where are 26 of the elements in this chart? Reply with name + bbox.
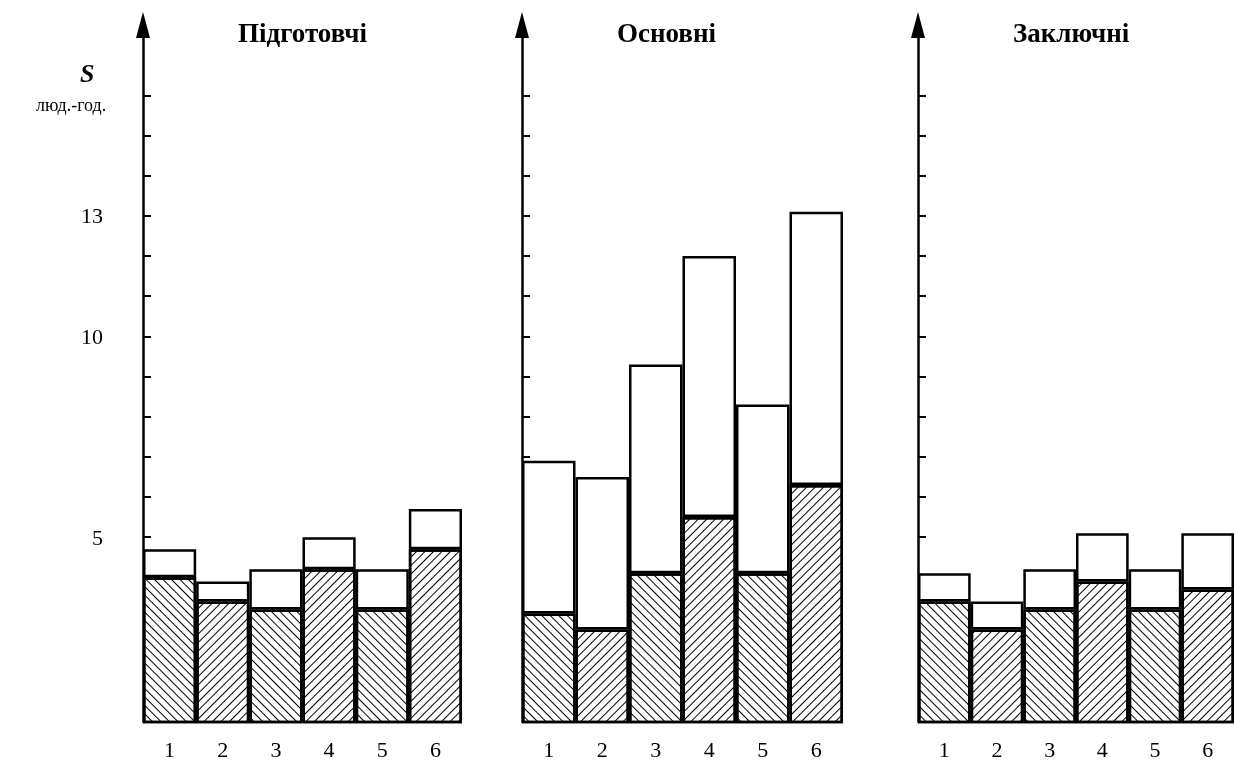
chart-title: Заключні (1013, 17, 1130, 48)
x-tick-label: 1 (938, 736, 950, 762)
x-tick-label: 5 (757, 736, 769, 762)
x-tick-label: 2 (991, 736, 1003, 762)
x-tick-label: 5 (1149, 736, 1161, 762)
x-tick-label: 2 (217, 736, 229, 762)
x-tick-label: 3 (1044, 736, 1056, 762)
x-tick-label: 1 (543, 736, 555, 762)
x-tick-label: 4 (1096, 736, 1108, 762)
x-tick-label: 4 (323, 736, 335, 762)
x-tick-label: 2 (596, 736, 608, 762)
y-tick-label: 10 (81, 323, 103, 349)
x-tick-label: 3 (650, 736, 662, 762)
chart-title: Основні (617, 17, 717, 48)
y-tick-label: 13 (81, 203, 103, 229)
x-tick-label: 6 (1202, 736, 1214, 762)
y-tick-label: 5 (92, 524, 103, 550)
chart-title: Підготовчі (238, 17, 368, 48)
x-tick-label: 5 (376, 736, 388, 762)
x-tick-label: 1 (164, 736, 176, 762)
text: люд.-год. (36, 95, 107, 115)
x-tick-label: 4 (703, 736, 715, 762)
x-tick-label: 6 (429, 736, 441, 762)
x-tick-label: 3 (270, 736, 282, 762)
y-axis-title: S (80, 58, 95, 88)
x-tick-label: 6 (810, 736, 822, 762)
